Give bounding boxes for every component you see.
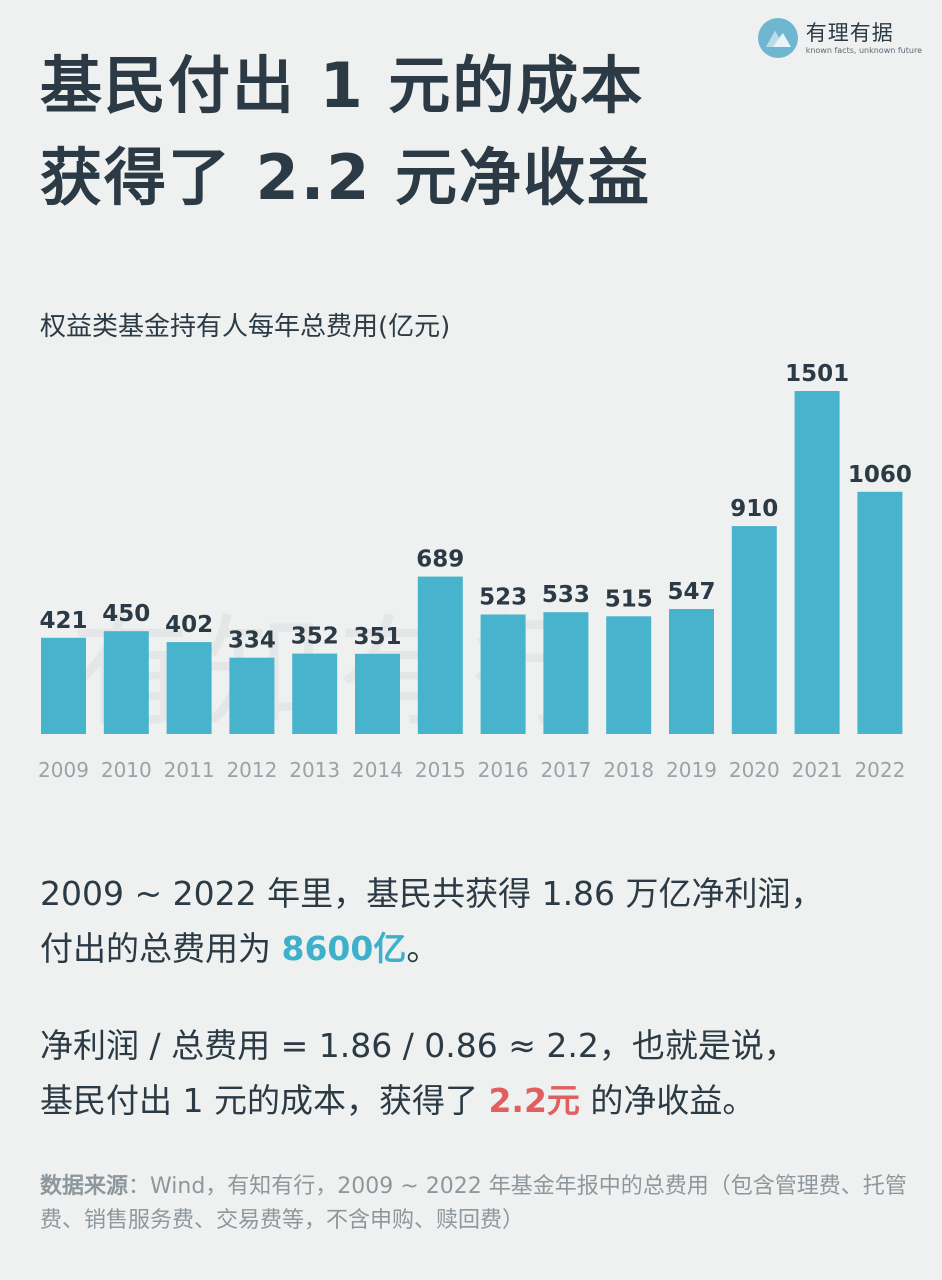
data-label-2011: 402: [165, 612, 213, 638]
summary-paragraph-1: 2009 ~ 2022 年里，基民共获得 1.86 万亿净利润， 付出的总费用为…: [40, 866, 824, 976]
x-tick-2015: 2015: [415, 758, 466, 782]
x-tick-2020: 2020: [729, 758, 780, 782]
summary-paragraph-2: 净利润 / 总费用 = 1.86 / 0.86 ≈ 2.2，也就是说， 基民付出…: [40, 1018, 797, 1128]
x-tick-2017: 2017: [540, 758, 591, 782]
bar-2016: [480, 614, 526, 734]
bar-2009: [41, 637, 86, 734]
title-line-2: 获得了 2.2 元净收益: [40, 141, 652, 214]
summary-line-2: 付出的总费用为 8600亿。: [40, 921, 824, 976]
total-fee-highlight: 8600亿: [281, 929, 407, 968]
bar-2019: [669, 609, 714, 734]
x-tick-2013: 2013: [289, 758, 340, 782]
brand: 有理有据 known facts, unknown future: [757, 18, 922, 58]
summary-line-2-prefix: 付出的总费用为: [40, 929, 282, 968]
data-label-2019: 547: [667, 579, 715, 605]
ratio-line-2-suffix: 的净收益。: [579, 1081, 756, 1120]
x-tick-2021: 2021: [792, 758, 843, 782]
bar-2010: [103, 631, 149, 734]
brand-tagline: known facts, unknown future: [805, 45, 922, 55]
x-tick-2016: 2016: [478, 758, 529, 782]
bar-2015: [417, 576, 463, 734]
x-tick-2009: 2009: [38, 758, 89, 782]
bar-chart: 421 2009 450 2010 402 2011 334 2012 352 2013 351 20…: [38, 361, 912, 782]
page-title: 基民付出 1 元的成本 获得了 2.2 元净收益: [40, 40, 651, 224]
brand-name: 有理有据: [805, 20, 894, 45]
data-label-2020: 910: [730, 496, 778, 522]
data-label-2014: 351: [353, 624, 401, 650]
bar-2020: [731, 526, 777, 734]
data-label-2013: 352: [291, 624, 339, 650]
x-tick-2012: 2012: [226, 758, 277, 782]
bar-2021: [794, 391, 840, 734]
bar-2013: [292, 653, 338, 734]
x-tick-2019: 2019: [666, 758, 717, 782]
summary-line-2-suffix: 。: [406, 929, 440, 968]
data-label-2012: 334: [228, 628, 276, 654]
summary-line-1: 2009 ~ 2022 年里，基民共获得 1.86 万亿净利润，: [40, 874, 824, 913]
ratio-line-2: 基民付出 1 元的成本，获得了 2.2元 的净收益。: [40, 1073, 797, 1128]
bar-2022: [857, 491, 903, 734]
mountain-logo-icon: [757, 18, 798, 58]
x-tick-2014: 2014: [352, 758, 403, 782]
data-label-2010: 450: [102, 601, 150, 627]
bar-2011: [166, 642, 212, 734]
data-label-2022: 1060: [848, 462, 912, 488]
bar-2017: [543, 612, 589, 734]
data-source-note: 数据来源：Wind，有知有行，2009 ~ 2022 年基金年报中的总费用（包含…: [40, 1170, 910, 1238]
title-line-1: 基民付出 1 元的成本: [40, 49, 645, 122]
x-tick-2022: 2022: [854, 758, 905, 782]
bar-2012: [229, 657, 275, 734]
bar-2018: [606, 616, 652, 734]
ratio-highlight: 2.2元: [488, 1081, 580, 1120]
chart-title: 权益类基金持有人每年总费用(亿元): [40, 312, 451, 342]
x-tick-2018: 2018: [603, 758, 654, 782]
source-text: ：Wind，有知有行，2009 ~ 2022 年基金年报中的总费用（包含管理费、…: [40, 1174, 907, 1233]
x-tick-2011: 2011: [164, 758, 215, 782]
data-label-2015: 689: [416, 547, 464, 573]
data-label-2009: 421: [39, 608, 87, 634]
data-label-2021: 1501: [785, 361, 849, 387]
source-label: 数据来源: [40, 1174, 129, 1199]
data-label-2016: 523: [479, 585, 527, 611]
ratio-line-2-prefix: 基民付出 1 元的成本，获得了: [40, 1081, 489, 1120]
data-label-2017: 533: [542, 582, 590, 608]
data-label-2018: 515: [605, 586, 653, 612]
x-tick-2010: 2010: [101, 758, 152, 782]
ratio-line-1: 净利润 / 总费用 = 1.86 / 0.86 ≈ 2.2，也就是说，: [40, 1026, 797, 1065]
bar-2014: [355, 653, 400, 734]
